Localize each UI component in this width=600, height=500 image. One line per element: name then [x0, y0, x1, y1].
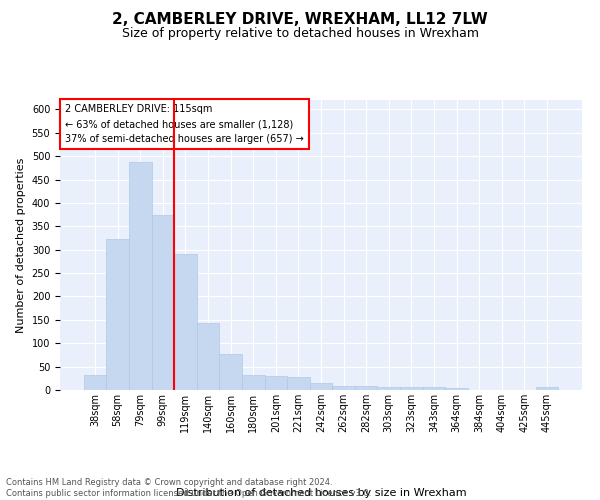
Bar [106, 240, 129, 390]
Bar [422, 387, 445, 390]
Bar [152, 214, 174, 390]
Text: 2, CAMBERLEY DRIVE, WREXHAM, LL12 7LW: 2, CAMBERLEY DRIVE, WREXHAM, LL12 7LW [112, 12, 488, 28]
X-axis label: Distribution of detached houses by size in Wrexham: Distribution of detached houses by size … [176, 488, 466, 498]
Bar [174, 254, 197, 390]
Bar [445, 388, 468, 390]
Bar [310, 383, 332, 390]
Text: 2 CAMBERLEY DRIVE: 115sqm
← 63% of detached houses are smaller (1,128)
37% of se: 2 CAMBERLEY DRIVE: 115sqm ← 63% of detac… [65, 104, 304, 144]
Bar [84, 375, 106, 390]
Bar [536, 387, 558, 390]
Text: Contains HM Land Registry data © Crown copyright and database right 2024.
Contai: Contains HM Land Registry data © Crown c… [6, 478, 371, 498]
Bar [197, 323, 220, 390]
Bar [332, 386, 355, 390]
Bar [377, 386, 400, 390]
Text: Size of property relative to detached houses in Wrexham: Size of property relative to detached ho… [121, 28, 479, 40]
Bar [400, 387, 422, 390]
Bar [287, 378, 310, 390]
Bar [220, 354, 242, 390]
Bar [129, 162, 152, 390]
Y-axis label: Number of detached properties: Number of detached properties [16, 158, 26, 332]
Bar [265, 376, 287, 390]
Bar [242, 375, 265, 390]
Bar [355, 386, 377, 390]
